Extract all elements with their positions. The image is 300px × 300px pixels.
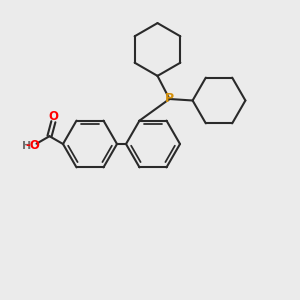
Text: -O: -O bbox=[25, 139, 40, 152]
Text: H: H bbox=[22, 141, 32, 151]
Text: P: P bbox=[165, 92, 174, 106]
Text: O: O bbox=[48, 110, 59, 123]
